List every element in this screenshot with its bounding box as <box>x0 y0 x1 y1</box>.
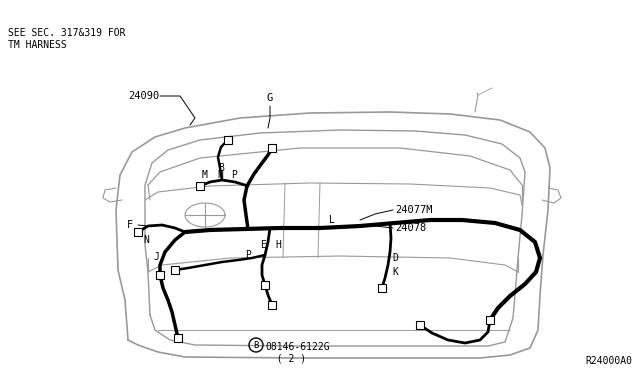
Bar <box>416 321 424 329</box>
Text: L: L <box>329 215 335 225</box>
Text: 24090: 24090 <box>128 91 159 101</box>
Text: D: D <box>392 253 398 263</box>
Text: 24078: 24078 <box>395 223 426 233</box>
Text: 24077M: 24077M <box>395 205 433 215</box>
Bar <box>196 182 204 190</box>
Bar <box>268 144 276 152</box>
Text: 08146-6122G
  ( 2 ): 08146-6122G ( 2 ) <box>265 342 330 363</box>
Text: M: M <box>202 170 208 180</box>
Text: J: J <box>153 252 159 262</box>
Text: F: F <box>127 220 133 230</box>
Text: B: B <box>218 163 224 173</box>
Text: N: N <box>143 235 149 245</box>
Bar <box>171 266 179 274</box>
Text: K: K <box>392 267 398 277</box>
Text: R24000A0: R24000A0 <box>585 356 632 366</box>
Bar <box>378 284 386 292</box>
Bar <box>486 316 494 324</box>
Bar <box>174 334 182 342</box>
Bar <box>156 271 164 279</box>
Text: SEE SEC. 317&319 FOR
TM HARNESS: SEE SEC. 317&319 FOR TM HARNESS <box>8 28 125 49</box>
Text: P: P <box>231 170 237 180</box>
Bar <box>268 301 276 309</box>
Text: B: B <box>253 340 259 350</box>
Bar <box>261 281 269 289</box>
Bar <box>134 228 142 236</box>
Text: N: N <box>217 170 223 180</box>
Text: P: P <box>245 250 251 260</box>
Text: H: H <box>275 240 281 250</box>
Text: G: G <box>267 93 273 103</box>
Text: E: E <box>260 240 266 250</box>
Bar <box>224 136 232 144</box>
